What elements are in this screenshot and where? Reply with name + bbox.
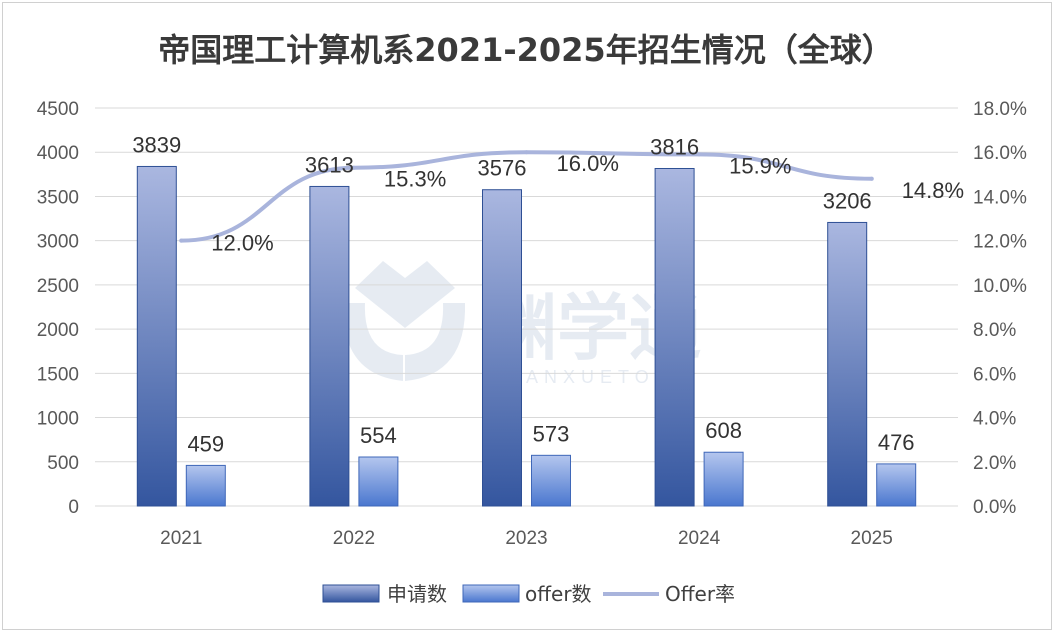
x-tick-label: 2024 — [678, 528, 721, 549]
y-right-tick-label: 8.0% — [973, 320, 1016, 341]
y-right-tick-label: 0.0% — [973, 497, 1016, 518]
y-left-tick-label: 2500 — [37, 276, 79, 297]
offer-rate-point — [869, 176, 874, 181]
x-axis: 2021 2022 2023 2024 2025 — [160, 528, 893, 549]
bar-offers — [358, 456, 399, 507]
chart-svg: 帝国理工计算机系2021-2025年招生情况（全球） 渊学通 YUANXUETO… — [37, 31, 1027, 606]
x-tick-label: 2025 — [851, 528, 893, 549]
x-tick-label: 2023 — [505, 528, 547, 549]
y-right-tick-label: 16.0% — [973, 143, 1027, 164]
bars — [136, 165, 917, 507]
y-right-tick-label: 4.0% — [973, 409, 1016, 430]
data-labels: 3839 459 3613 554 3576 573 3816 608 3206 476 12.0%… — [132, 132, 964, 456]
bar-offers — [531, 454, 571, 507]
offer-rate-label: 14.8% — [902, 178, 964, 203]
watermark-subtext: YUANXUETONG — [489, 367, 694, 387]
legend-swatch-applications — [322, 584, 380, 603]
offer-rate-point — [524, 150, 529, 155]
offer-rate-label: 15.9% — [729, 153, 791, 178]
bar-label-offers: 608 — [705, 418, 742, 443]
bar-label-offers: 554 — [360, 423, 397, 448]
legend-label-offers: offer数 — [525, 582, 592, 606]
legend-label-offer-rate: Offer率 — [665, 582, 735, 606]
offer-rate-label: 15.3% — [384, 167, 446, 192]
y-left-tick-label: 3500 — [37, 187, 79, 208]
bar-label-applications: 3613 — [305, 152, 354, 177]
y-left-tick-label: 500 — [47, 453, 79, 474]
chart-title: 帝国理工计算机系2021-2025年招生情况（全球） — [158, 31, 893, 69]
y-right-tick-label: 14.0% — [973, 187, 1027, 208]
bar-label-offers: 573 — [533, 421, 570, 446]
offer-rate-point — [697, 152, 702, 157]
x-tick-label: 2022 — [333, 528, 375, 549]
bar-applications — [827, 221, 868, 507]
y-right-tick-label: 18.0% — [973, 99, 1027, 120]
offer-rate-label: 12.0% — [211, 231, 273, 256]
gridlines — [95, 107, 958, 507]
bar-applications — [654, 167, 695, 507]
bar-label-applications: 3576 — [478, 156, 527, 181]
bar-applications — [309, 185, 350, 507]
bar-offers — [876, 463, 917, 507]
y-right-tick-label: 2.0% — [973, 453, 1016, 474]
bar-label-applications: 3816 — [650, 134, 699, 159]
y-right-tick-label: 10.0% — [973, 276, 1027, 297]
legend-label-applications: 申请数 — [387, 582, 447, 606]
x-tick-label: 2021 — [160, 528, 202, 549]
bar-label-offers: 476 — [878, 430, 915, 455]
offer-rate-line — [179, 150, 874, 243]
bar-label-offers: 459 — [187, 431, 224, 456]
bar-offers — [703, 451, 744, 507]
offer-rate-point — [351, 165, 356, 170]
y-right-tick-label: 12.0% — [973, 232, 1027, 253]
bar-label-applications: 3206 — [823, 188, 872, 213]
y-left-tick-label: 4500 — [37, 99, 79, 120]
bar-applications — [136, 165, 177, 507]
y-left-tick-label: 0 — [68, 497, 79, 518]
bar-applications — [482, 189, 522, 507]
y-left-tick-label: 1500 — [37, 364, 79, 385]
y-left-tick-label: 1000 — [37, 409, 79, 430]
offer-rate-label: 16.0% — [557, 151, 619, 176]
legend-swatch-offers — [462, 584, 520, 603]
y-right-tick-label: 6.0% — [973, 364, 1016, 385]
offer-rate-point — [179, 238, 184, 243]
bar-label-applications: 3839 — [132, 132, 181, 157]
y-left-tick-label: 4000 — [37, 143, 79, 164]
left-axis: 0 500 1000 1500 2000 2500 3000 3500 4000 4500 — [37, 99, 79, 518]
y-left-tick-label: 3000 — [37, 232, 79, 253]
y-left-tick-label: 2000 — [37, 320, 79, 341]
right-axis: 0.0% 2.0% 4.0% 6.0% 8.0% 10.0% 12.0% 14.0% 16.0%… — [973, 99, 1027, 518]
bar-offers — [185, 464, 226, 507]
legend: 申请数 offer数 Offer率 — [322, 582, 735, 606]
